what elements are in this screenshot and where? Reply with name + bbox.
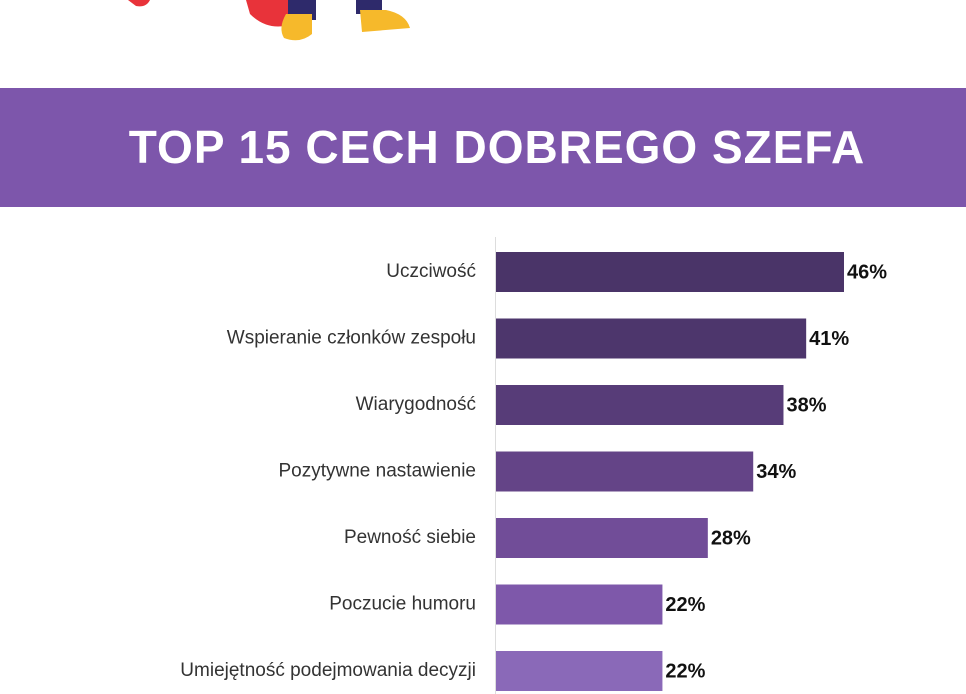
illustration (128, 0, 410, 41)
category-label: Umiejętność podejmowania decyzji (180, 660, 476, 681)
bar (496, 318, 807, 359)
bar (496, 518, 708, 558)
bar (496, 385, 784, 425)
shoe (360, 10, 410, 32)
value-label: 34% (756, 461, 796, 483)
category-label: Pewność siebie (344, 527, 476, 548)
value-label: 22% (665, 594, 705, 616)
category-label: Poczucie humoru (329, 594, 476, 615)
value-label: 28% (711, 527, 751, 549)
title-banner (0, 88, 966, 207)
value-label: 38% (786, 394, 826, 416)
category-label: Wspieranie członków zespołu (227, 328, 476, 349)
shoe (281, 14, 312, 41)
bar (496, 651, 663, 691)
chart-title: TOP 15 CECH DOBREGO SZEFA (129, 121, 865, 173)
category-label: Pozytywne nastawienie (279, 461, 477, 482)
bar (496, 451, 754, 492)
illustration-shape (128, 0, 150, 7)
category-label: Wiarygodność (356, 394, 476, 415)
value-label: 41% (809, 328, 849, 350)
value-label: 46% (847, 261, 887, 283)
bar (496, 584, 663, 625)
category-label: Uczciwość (386, 261, 476, 282)
value-label: 22% (665, 660, 705, 682)
bar (496, 252, 844, 292)
